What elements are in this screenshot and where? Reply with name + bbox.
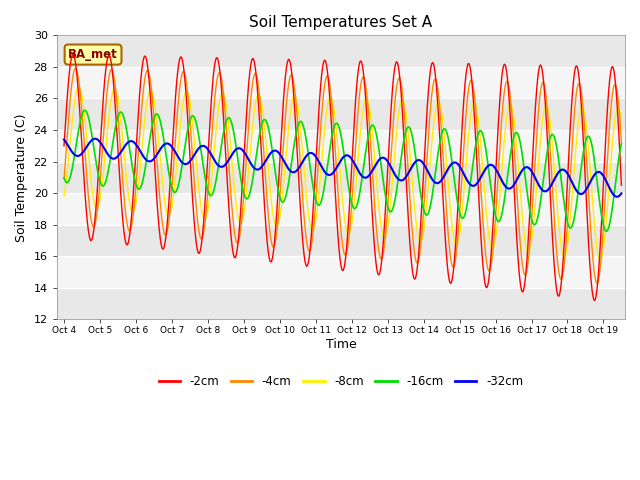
Bar [57, 225, 625, 256]
Bar [57, 193, 625, 225]
X-axis label: Time: Time [326, 338, 356, 351]
Bar [57, 36, 625, 67]
Bar [57, 256, 625, 288]
Bar [57, 288, 625, 319]
Text: BA_met: BA_met [68, 48, 118, 61]
Title: Soil Temperatures Set A: Soil Temperatures Set A [250, 15, 433, 30]
Bar [57, 162, 625, 193]
Bar [57, 67, 625, 98]
Bar [57, 98, 625, 130]
Bar [57, 130, 625, 162]
Y-axis label: Soil Temperature (C): Soil Temperature (C) [15, 113, 28, 241]
Legend: -2cm, -4cm, -8cm, -16cm, -32cm: -2cm, -4cm, -8cm, -16cm, -32cm [154, 371, 528, 393]
